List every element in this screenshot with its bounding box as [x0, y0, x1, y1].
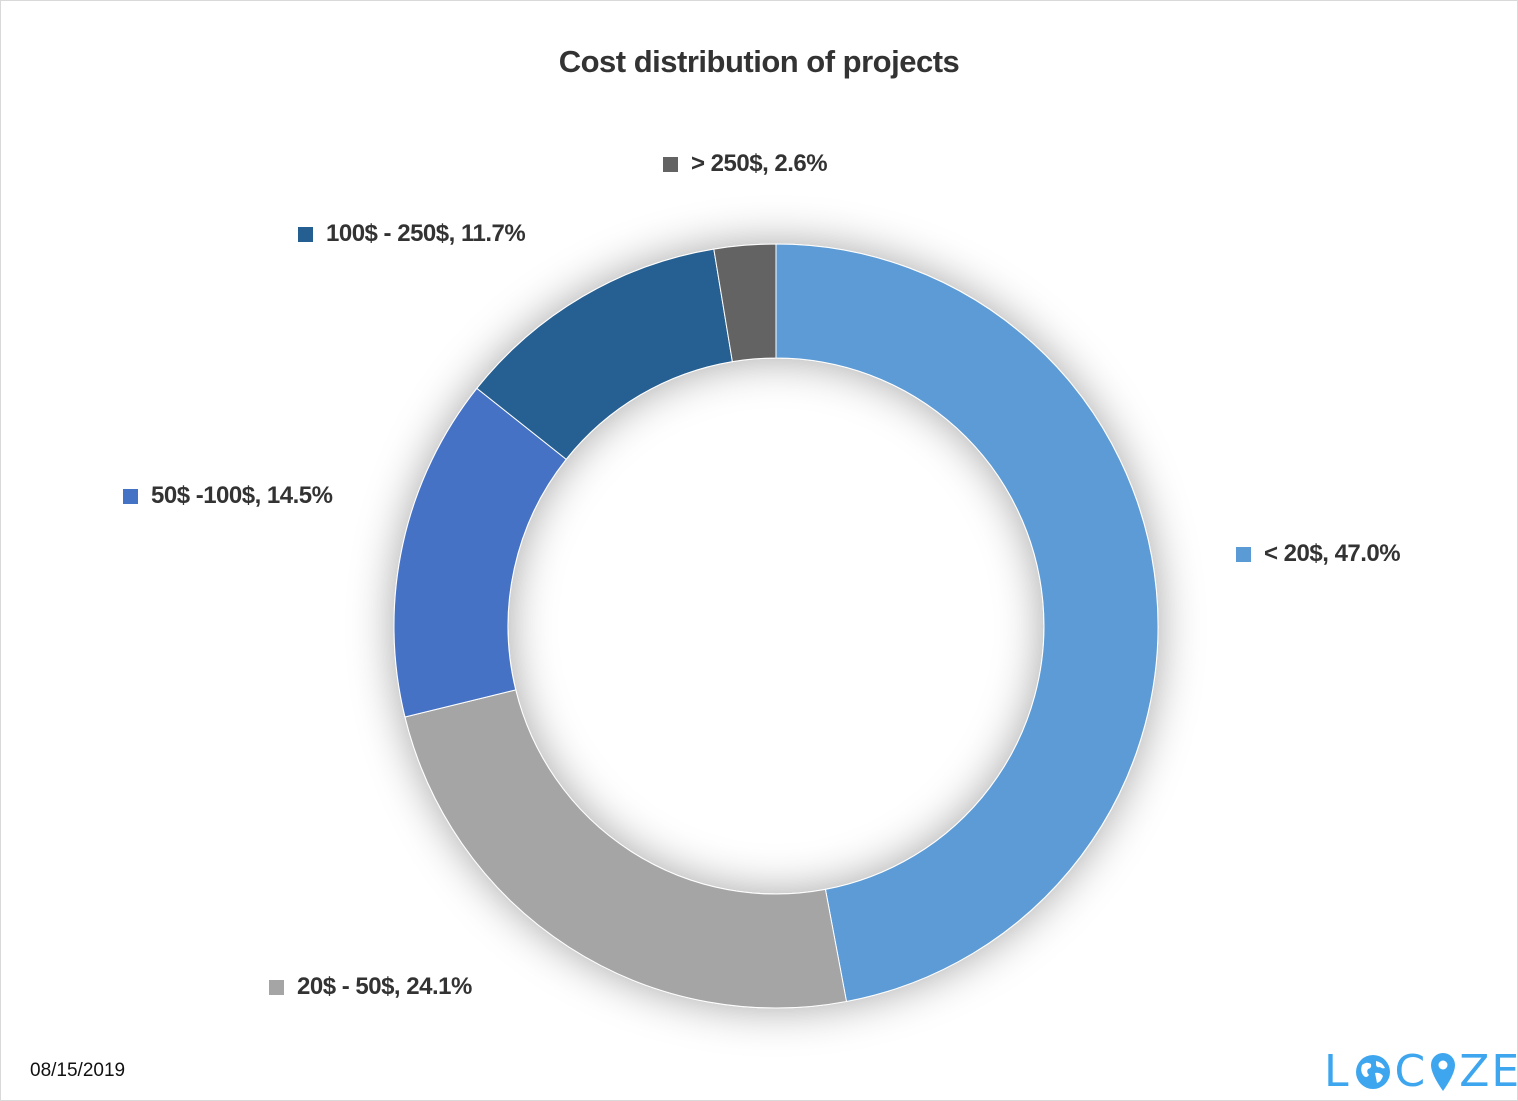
date-stamp: 08/15/2019	[30, 1060, 126, 1081]
locize-logo: L C ZE	[1324, 1046, 1518, 1097]
globe-icon	[1355, 1054, 1390, 1089]
label-swatch	[298, 226, 313, 242]
chart-title: Cost distribution of projects	[558, 44, 960, 79]
label-text: 100$ - 250$, 11.7%	[326, 220, 526, 247]
label-swatch	[663, 156, 678, 172]
data-label-2: 50$ -100$, 14.5%	[123, 482, 333, 510]
label-swatch	[123, 488, 138, 504]
data-label-3: 100$ - 250$, 11.7%	[298, 220, 526, 248]
label-swatch	[1236, 546, 1251, 562]
map-pin-icon	[1431, 1052, 1456, 1091]
donut-slice-4	[713, 243, 777, 363]
label-text: 50$ -100$, 14.5%	[151, 482, 333, 509]
donut-slice-1	[404, 689, 848, 1009]
data-label-1: 20$ - 50$, 24.1%	[269, 973, 472, 1001]
label-swatch	[269, 979, 284, 995]
donut-slice-0	[775, 243, 1159, 1003]
data-label-4: > 250$, 2.6%	[663, 150, 828, 178]
data-label-0: < 20$, 47.0%	[1236, 540, 1401, 568]
label-text: < 20$, 47.0%	[1264, 540, 1401, 567]
label-text: > 250$, 2.6%	[691, 150, 828, 177]
label-text: 20$ - 50$, 24.1%	[297, 973, 472, 1000]
